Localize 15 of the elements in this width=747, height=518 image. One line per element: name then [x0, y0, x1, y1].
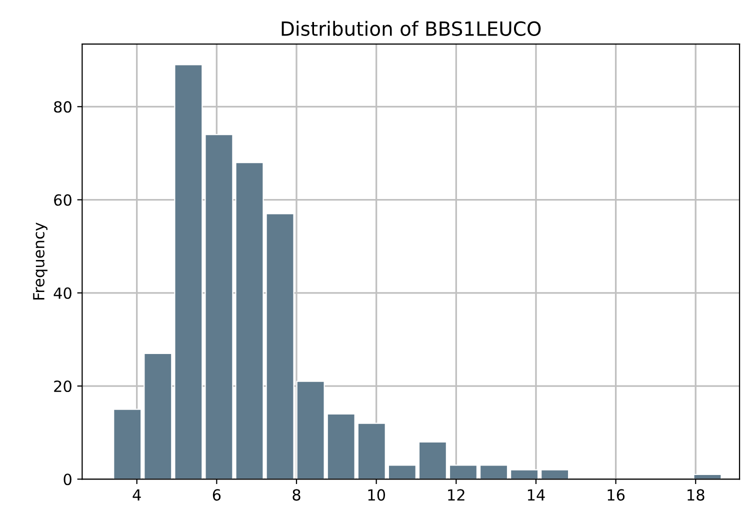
x-tick-label: 10 — [368, 489, 386, 501]
y-tick-label: 40 — [54, 287, 72, 299]
y-tick-label: 0 — [64, 474, 72, 486]
x-tick-label: 12 — [448, 489, 464, 500]
y-tick-label: 20 — [54, 380, 72, 392]
y-tick-label: 80 — [54, 101, 72, 113]
y-axis-title: Frequency — [33, 222, 48, 300]
chart-title: Distribution of BBS1LEUCO — [282, 20, 541, 36]
x-tick-label: 16 — [608, 489, 625, 501]
y-tick-label: 60 — [54, 194, 72, 206]
x-tick-label: 14 — [528, 489, 545, 500]
x-tick-label: 6 — [212, 489, 221, 501]
x-tick-label: 8 — [292, 489, 300, 501]
x-tick-label: 4 — [132, 489, 141, 500]
x-tick-label: 18 — [688, 489, 704, 501]
